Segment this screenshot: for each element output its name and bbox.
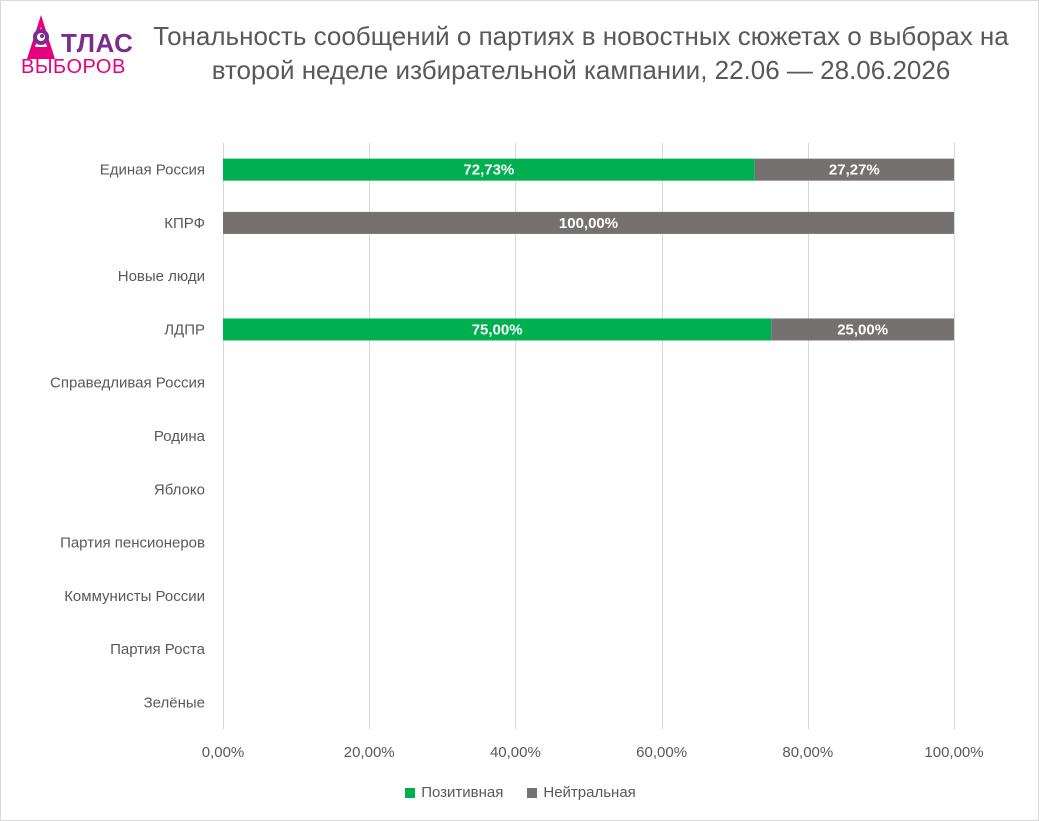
category-label: Новые люди [118, 268, 205, 285]
bar-segment [771, 318, 954, 341]
x-tick-label: 60,00% [636, 744, 687, 761]
logo-top-text: ТЛАС [61, 28, 134, 58]
rocket-icon [27, 15, 55, 59]
x-tick-label: 40,00% [490, 744, 541, 761]
bar-segment [223, 158, 755, 181]
data-label: 25,00% [837, 321, 888, 338]
bar-segment [754, 158, 954, 181]
legend: Позитивная Нейтральная [1, 784, 1039, 801]
legend-label-positive: Позитивная [421, 784, 504, 801]
bar-chart: 0,00% 20,00% 40,00% 60,00% 80,00% 100,00% Един… [50, 143, 984, 761]
data-label: 75,00% [472, 321, 523, 338]
legend-swatch-neutral [527, 787, 538, 798]
legend-swatch-positive [405, 787, 416, 798]
data-label: 27,27% [829, 162, 880, 179]
data-label: 72,73% [463, 162, 514, 179]
legend-item-neutral: Нейтральная [527, 784, 636, 801]
category-label: КПРФ [164, 215, 205, 232]
x-tick-label: 80,00% [782, 744, 833, 761]
category-label: Единая Россия [100, 162, 205, 179]
x-tick-label: 100,00% [924, 744, 983, 761]
category-label: Родина [154, 428, 206, 445]
category-label: Партия Роста [110, 641, 206, 658]
x-tick-label: 0,00% [202, 744, 245, 761]
bar-segment [223, 211, 954, 234]
logo: ТЛАС ВЫБОРОВ [21, 13, 133, 77]
category-label: Зелёные [144, 694, 205, 711]
legend-label-neutral: Нейтральная [543, 784, 636, 801]
category-label: Партия пенсионеров [60, 535, 205, 552]
category-label: Справедливая Россия [50, 375, 205, 392]
x-tick-label: 20,00% [344, 744, 395, 761]
category-label: ЛДПР [164, 321, 205, 338]
data-label: 100,00% [559, 215, 618, 232]
chart-title: Тональность сообщений о партиях в новост… [153, 21, 1009, 85]
category-label: Коммунисты России [64, 588, 205, 605]
legend-item-positive: Позитивная [405, 784, 503, 801]
bar-segment [223, 318, 772, 341]
logo-bottom-text: ВЫБОРОВ [21, 56, 126, 78]
category-label: Яблоко [154, 481, 205, 498]
